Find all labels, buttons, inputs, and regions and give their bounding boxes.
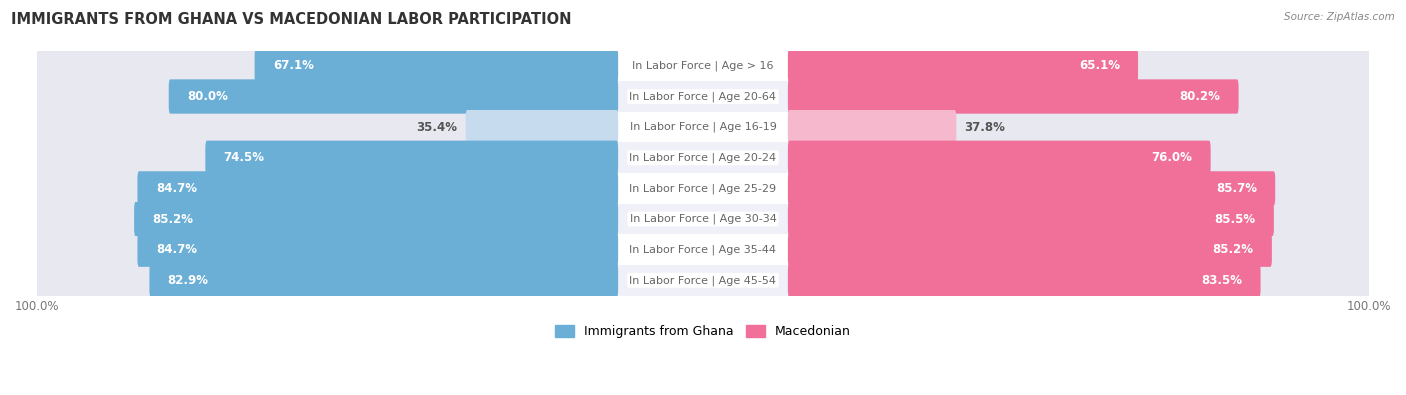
FancyBboxPatch shape	[787, 202, 1274, 236]
FancyBboxPatch shape	[169, 79, 619, 114]
Text: In Labor Force | Age 16-19: In Labor Force | Age 16-19	[630, 122, 776, 132]
Text: 85.5%: 85.5%	[1215, 213, 1256, 226]
FancyBboxPatch shape	[35, 79, 619, 114]
Text: 80.0%: 80.0%	[187, 90, 228, 103]
Text: 35.4%: 35.4%	[416, 120, 457, 134]
FancyBboxPatch shape	[787, 233, 1371, 267]
Text: 85.2%: 85.2%	[1212, 243, 1254, 256]
FancyBboxPatch shape	[787, 79, 1239, 114]
FancyBboxPatch shape	[35, 202, 619, 236]
Text: 65.1%: 65.1%	[1078, 59, 1119, 72]
Text: In Labor Force | Age 35-44: In Labor Force | Age 35-44	[630, 245, 776, 255]
FancyBboxPatch shape	[787, 141, 1211, 175]
FancyBboxPatch shape	[138, 171, 619, 205]
FancyBboxPatch shape	[35, 141, 619, 175]
Text: 37.8%: 37.8%	[965, 120, 1005, 134]
FancyBboxPatch shape	[787, 233, 1272, 267]
Text: Source: ZipAtlas.com: Source: ZipAtlas.com	[1284, 12, 1395, 22]
FancyBboxPatch shape	[787, 79, 1371, 114]
Text: In Labor Force | Age > 16: In Labor Force | Age > 16	[633, 60, 773, 71]
FancyBboxPatch shape	[787, 171, 1275, 205]
FancyBboxPatch shape	[149, 263, 619, 297]
FancyBboxPatch shape	[787, 49, 1371, 83]
FancyBboxPatch shape	[787, 263, 1371, 297]
FancyBboxPatch shape	[787, 202, 1371, 236]
Text: 74.5%: 74.5%	[224, 151, 264, 164]
Bar	[37, 51, 1369, 81]
Bar	[37, 173, 1369, 204]
FancyBboxPatch shape	[35, 110, 619, 144]
Bar	[37, 265, 1369, 295]
Bar	[37, 234, 1369, 265]
FancyBboxPatch shape	[787, 141, 1371, 175]
FancyBboxPatch shape	[465, 110, 619, 144]
Text: In Labor Force | Age 20-24: In Labor Force | Age 20-24	[630, 152, 776, 163]
FancyBboxPatch shape	[205, 141, 619, 175]
Text: 84.7%: 84.7%	[156, 182, 197, 195]
Text: In Labor Force | Age 45-54: In Labor Force | Age 45-54	[630, 275, 776, 286]
Text: 82.9%: 82.9%	[167, 274, 208, 287]
Text: 84.7%: 84.7%	[156, 243, 197, 256]
FancyBboxPatch shape	[138, 233, 619, 267]
Text: IMMIGRANTS FROM GHANA VS MACEDONIAN LABOR PARTICIPATION: IMMIGRANTS FROM GHANA VS MACEDONIAN LABO…	[11, 12, 572, 27]
Text: 76.0%: 76.0%	[1152, 151, 1192, 164]
Text: 83.5%: 83.5%	[1201, 274, 1243, 287]
Bar	[37, 204, 1369, 234]
FancyBboxPatch shape	[787, 171, 1371, 205]
Text: In Labor Force | Age 20-64: In Labor Force | Age 20-64	[630, 91, 776, 102]
FancyBboxPatch shape	[134, 202, 619, 236]
FancyBboxPatch shape	[787, 110, 1371, 144]
Bar	[37, 81, 1369, 112]
FancyBboxPatch shape	[35, 233, 619, 267]
Bar	[37, 112, 1369, 143]
FancyBboxPatch shape	[35, 171, 619, 205]
FancyBboxPatch shape	[35, 263, 619, 297]
Text: 85.2%: 85.2%	[152, 213, 194, 226]
Legend: Immigrants from Ghana, Macedonian: Immigrants from Ghana, Macedonian	[550, 320, 856, 343]
FancyBboxPatch shape	[787, 110, 956, 144]
FancyBboxPatch shape	[787, 49, 1137, 83]
Text: 80.2%: 80.2%	[1180, 90, 1220, 103]
Text: In Labor Force | Age 25-29: In Labor Force | Age 25-29	[630, 183, 776, 194]
FancyBboxPatch shape	[787, 263, 1261, 297]
Text: 85.7%: 85.7%	[1216, 182, 1257, 195]
Text: 67.1%: 67.1%	[273, 59, 314, 72]
Bar	[37, 143, 1369, 173]
FancyBboxPatch shape	[35, 49, 619, 83]
FancyBboxPatch shape	[254, 49, 619, 83]
Text: In Labor Force | Age 30-34: In Labor Force | Age 30-34	[630, 214, 776, 224]
